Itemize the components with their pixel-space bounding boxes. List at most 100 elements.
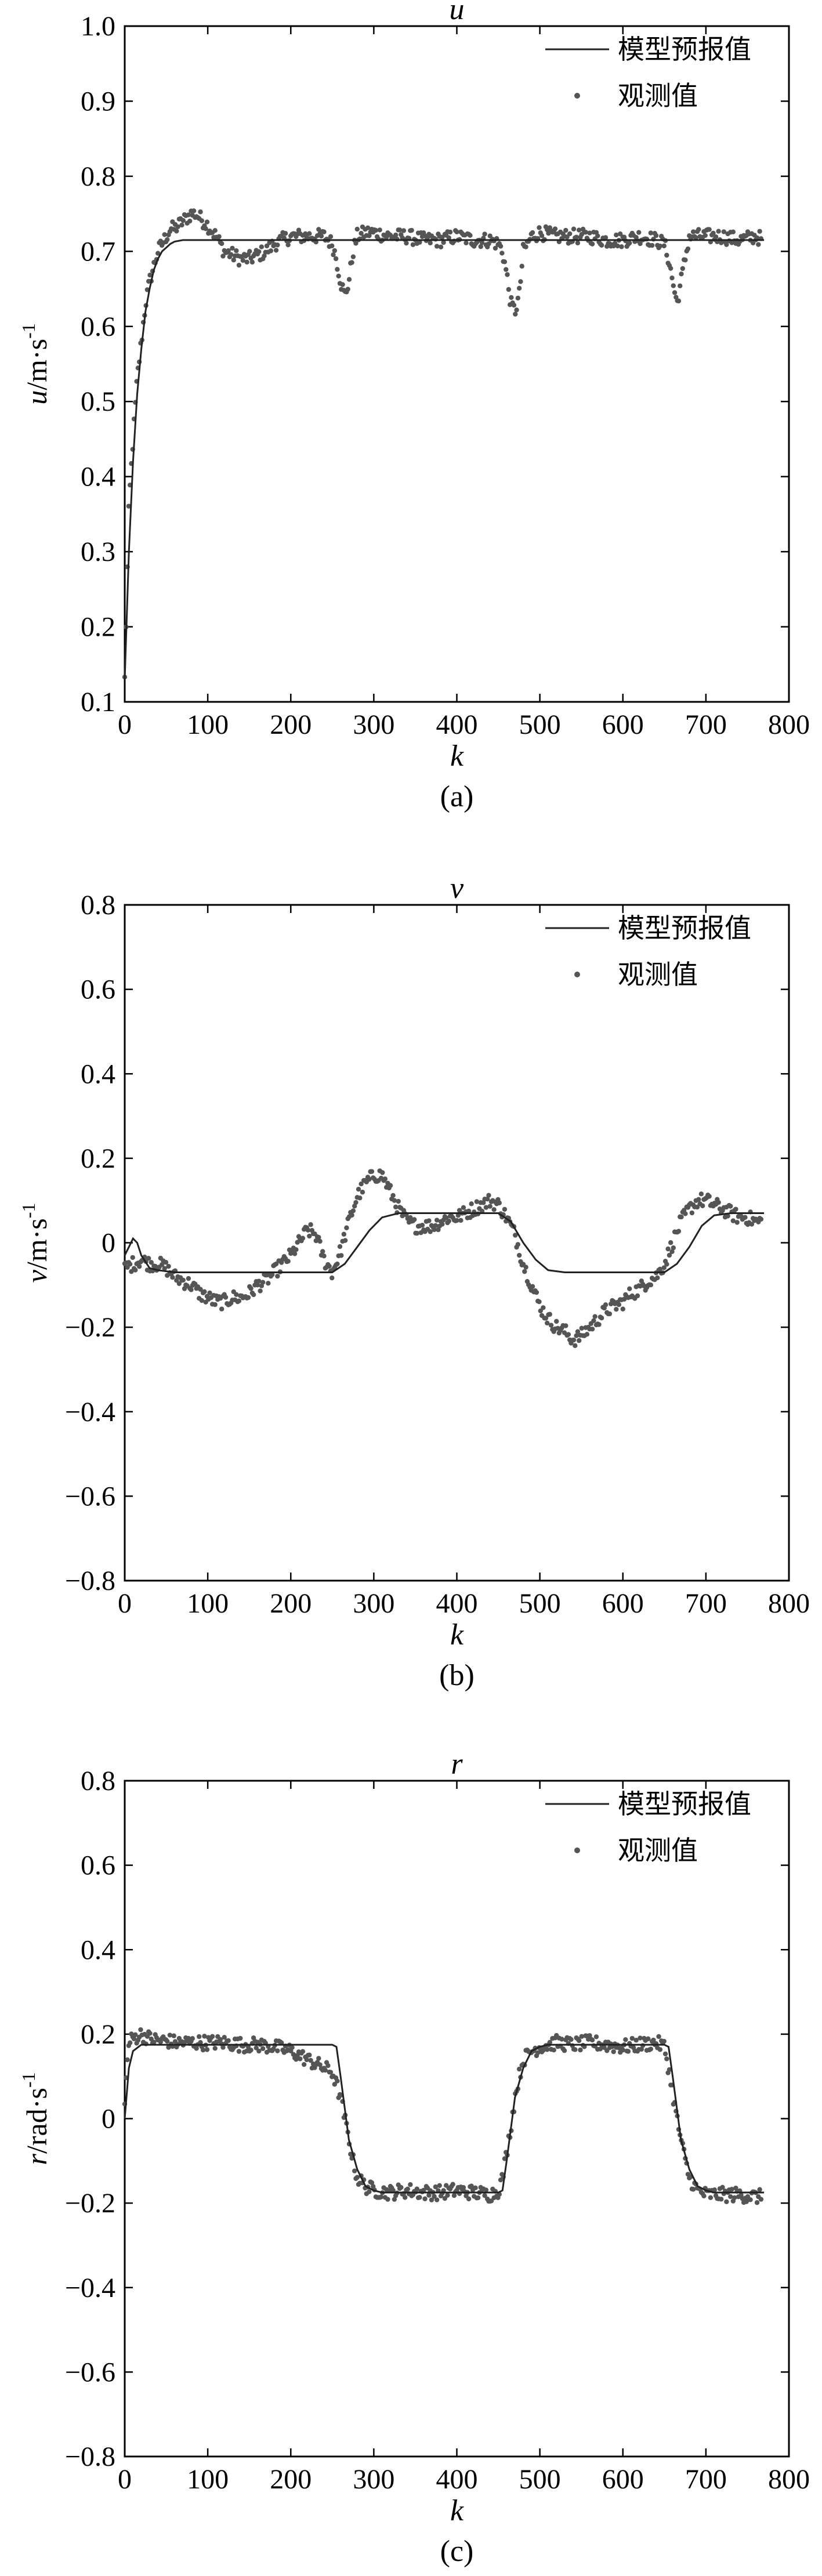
observed-point bbox=[463, 240, 469, 245]
y-tick-label: −0.2 bbox=[65, 1312, 115, 1343]
observed-point bbox=[396, 1198, 401, 1204]
observed-point bbox=[749, 1222, 755, 1227]
observed-point bbox=[349, 1212, 354, 1218]
observed-point bbox=[620, 1306, 625, 1311]
x-tick-label: 100 bbox=[187, 709, 229, 740]
observed-point bbox=[676, 1229, 682, 1234]
plot-frame bbox=[124, 25, 790, 703]
observed-point bbox=[180, 218, 186, 223]
observed-point bbox=[545, 2047, 550, 2052]
y-axis-label: u/m·s-1 bbox=[18, 323, 53, 405]
observed-point bbox=[633, 2038, 639, 2043]
observed-point bbox=[573, 2047, 578, 2052]
observed-point bbox=[498, 244, 504, 249]
observed-point bbox=[247, 249, 252, 254]
observed-point bbox=[603, 1302, 609, 1307]
observed-point bbox=[454, 1218, 459, 1223]
observed-point bbox=[708, 2195, 714, 2200]
observed-point bbox=[353, 1200, 359, 1205]
observed-point bbox=[209, 2034, 215, 2039]
observed-point bbox=[482, 231, 487, 237]
observed-point bbox=[661, 1265, 667, 1270]
observed-point bbox=[466, 2196, 472, 2202]
observed-point bbox=[535, 2050, 541, 2055]
x-tick-label: 300 bbox=[353, 2464, 394, 2495]
observed-point bbox=[712, 2187, 717, 2193]
observed-point bbox=[171, 2033, 176, 2038]
observed-point bbox=[487, 233, 493, 238]
observed-point bbox=[373, 227, 379, 233]
observed-point bbox=[664, 2056, 669, 2061]
y-tick-label: 0.3 bbox=[81, 537, 115, 567]
observed-point bbox=[298, 2056, 303, 2061]
observed-point bbox=[360, 1190, 365, 1195]
x-tick-label: 100 bbox=[187, 2464, 229, 2495]
y-tick-label: 0.9 bbox=[81, 86, 115, 117]
observed-point bbox=[255, 1282, 260, 1288]
observed-point bbox=[125, 2057, 130, 2063]
observed-point bbox=[469, 1201, 474, 1207]
observed-point bbox=[151, 2039, 157, 2045]
observed-point bbox=[308, 1222, 313, 1227]
observed-point bbox=[716, 1200, 721, 1205]
observed-point bbox=[671, 1245, 676, 1251]
observed-point bbox=[450, 2182, 455, 2187]
model-line bbox=[124, 239, 765, 680]
observed-point bbox=[502, 2156, 508, 2161]
observed-point bbox=[478, 244, 483, 249]
observed-point bbox=[240, 258, 246, 263]
observed-point bbox=[665, 1246, 671, 1252]
observed-point bbox=[730, 229, 736, 235]
observed-point bbox=[125, 1265, 130, 1270]
observed-point bbox=[649, 242, 655, 248]
observed-point bbox=[441, 240, 446, 245]
observed-point bbox=[234, 248, 239, 253]
x-tick-label: 700 bbox=[685, 1588, 727, 1619]
observed-point bbox=[300, 1236, 306, 1241]
observed-point bbox=[757, 2187, 762, 2192]
y-tick-label: −0.8 bbox=[65, 2441, 115, 2472]
observed-point bbox=[409, 227, 414, 233]
scatter-series-observed bbox=[122, 2027, 764, 2205]
x-tick-label: 800 bbox=[768, 1588, 810, 1619]
observed-point bbox=[589, 241, 595, 247]
observed-point bbox=[720, 2184, 725, 2190]
observed-point bbox=[393, 1204, 399, 1210]
panel-caption: (c) bbox=[440, 2535, 474, 2568]
y-tick-label: 0.1 bbox=[81, 687, 115, 718]
panel-caption: (b) bbox=[439, 1659, 475, 1692]
observed-point bbox=[331, 252, 336, 258]
observed-point bbox=[428, 1229, 433, 1234]
observed-point bbox=[417, 240, 422, 245]
y-tick-label: 0.2 bbox=[81, 1143, 115, 1174]
observed-point bbox=[593, 2034, 599, 2039]
observed-point bbox=[458, 1218, 463, 1223]
x-tick-label: 500 bbox=[519, 1588, 561, 1619]
observed-point bbox=[730, 1218, 736, 1223]
observed-point bbox=[412, 1217, 417, 1222]
observed-point bbox=[575, 240, 581, 246]
y-tick-label: 0 bbox=[102, 2104, 115, 2135]
observed-point bbox=[639, 2046, 644, 2052]
observed-point bbox=[615, 243, 620, 249]
observed-point bbox=[523, 244, 528, 249]
observed-point bbox=[219, 241, 224, 247]
observed-point bbox=[304, 2057, 309, 2063]
observed-point bbox=[313, 1238, 318, 1244]
observed-point bbox=[216, 234, 222, 240]
observed-point bbox=[685, 246, 691, 252]
observed-point bbox=[328, 2070, 334, 2075]
observed-point bbox=[238, 2035, 243, 2041]
observed-point bbox=[614, 232, 619, 238]
observed-point bbox=[329, 243, 335, 249]
observed-point bbox=[307, 231, 312, 236]
observed-point bbox=[574, 234, 579, 240]
observed-point bbox=[548, 1323, 554, 1328]
observed-point bbox=[218, 2037, 223, 2042]
x-tick-label: 300 bbox=[353, 709, 394, 740]
observed-point bbox=[147, 273, 153, 278]
observed-point bbox=[155, 251, 161, 256]
observed-point bbox=[198, 2040, 203, 2045]
observed-point bbox=[335, 1261, 340, 1267]
observed-point bbox=[728, 2194, 733, 2200]
